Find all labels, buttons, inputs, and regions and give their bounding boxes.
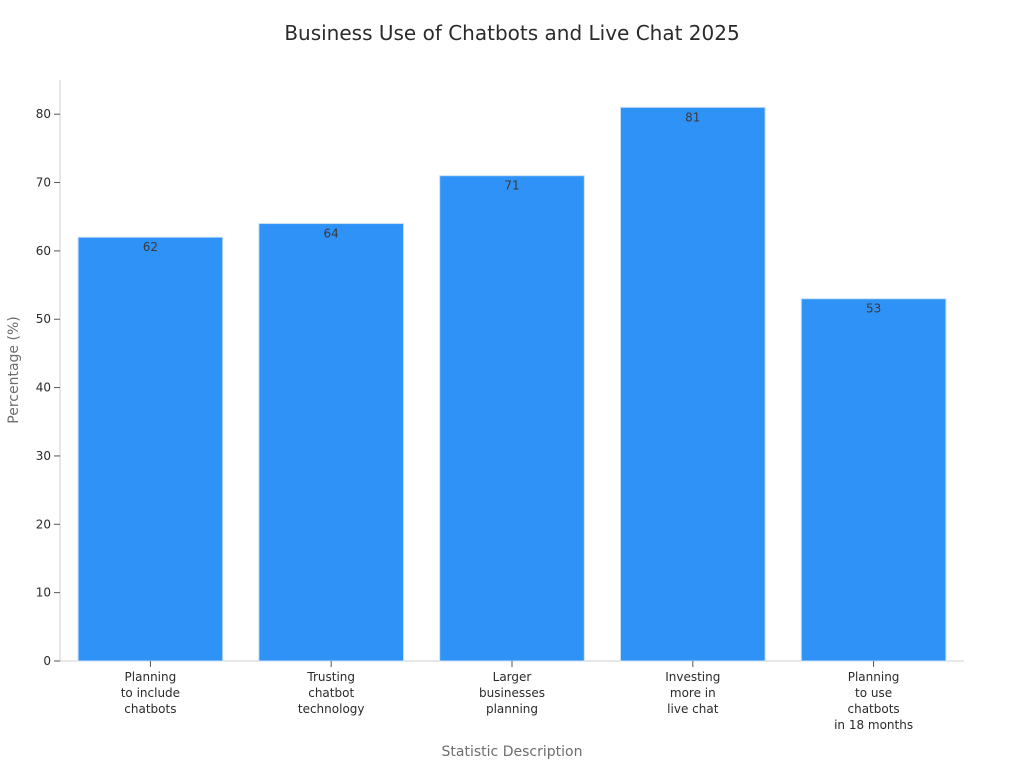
bar — [439, 175, 585, 662]
bar — [77, 236, 224, 662]
x-tick-label: more in — [670, 686, 716, 700]
y-tick-label: 80 — [36, 107, 51, 121]
x-ticks-group: Planning to include chatbots Trusting chatbo… — [121, 661, 913, 732]
x-tick-label: chatbot — [308, 686, 354, 700]
bars-group: 62 64 71 81 53 — [77, 106, 947, 662]
plot-area: 62 64 71 81 53 0 10 20 30 40 50 60 70 80 Planning to … — [36, 80, 964, 732]
y-tick-label: 50 — [36, 312, 51, 326]
x-axis-label: Statistic Description — [442, 744, 583, 760]
x-tick-label: in 18 months — [834, 718, 913, 732]
bar — [619, 106, 766, 662]
bar-value-label: 62 — [143, 240, 158, 254]
y-axis-label: Percentage (%) — [6, 316, 22, 423]
y-tick-label: 20 — [36, 517, 51, 531]
y-ticks-group: 0 10 20 30 40 50 60 70 80 — [36, 107, 60, 668]
y-tick-label: 60 — [36, 244, 51, 258]
y-tick-label: 70 — [36, 176, 51, 190]
y-tick-label: 30 — [36, 449, 51, 463]
x-tick-label: Planning — [848, 670, 900, 684]
y-tick-label: 10 — [36, 586, 51, 600]
chart-title: Business Use of Chatbots and Live Chat 2… — [284, 21, 739, 45]
x-tick-label: Investing — [665, 670, 720, 684]
bar-value-label: 71 — [504, 179, 519, 193]
x-tick-label: Planning — [125, 670, 177, 684]
x-tick-label: Larger — [493, 670, 532, 684]
x-tick-label: to include — [121, 686, 180, 700]
y-tick-label: 40 — [36, 381, 51, 395]
x-tick-label: chatbots — [848, 702, 900, 716]
bar-value-label: 53 — [866, 302, 881, 316]
bar-value-label: 81 — [685, 110, 700, 124]
x-tick-label: live chat — [667, 702, 719, 716]
x-tick-label: planning — [486, 702, 538, 716]
x-tick-label: businesses — [479, 686, 545, 700]
bar-value-label: 64 — [324, 227, 339, 241]
x-tick-label: to use — [855, 686, 892, 700]
y-tick-label: 0 — [43, 654, 51, 668]
x-tick-label: technology — [298, 702, 365, 716]
bar — [800, 298, 947, 662]
x-tick-label: Trusting — [306, 670, 355, 684]
bar — [258, 223, 405, 662]
x-tick-label: chatbots — [124, 702, 176, 716]
